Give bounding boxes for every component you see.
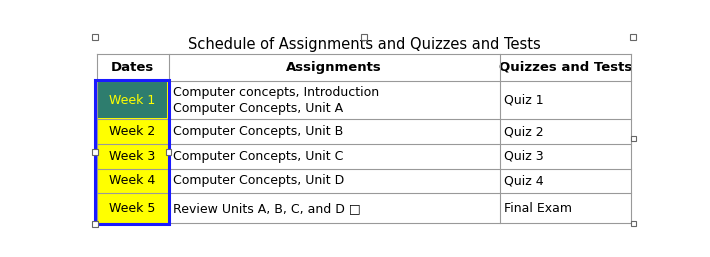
Bar xyxy=(631,136,636,141)
Bar xyxy=(92,222,98,227)
Bar xyxy=(168,120,500,144)
Bar xyxy=(361,34,366,40)
Text: Week 3: Week 3 xyxy=(109,150,155,163)
Text: Week 5: Week 5 xyxy=(109,202,155,215)
Text: Week 1: Week 1 xyxy=(109,94,155,107)
Bar xyxy=(97,169,168,193)
Text: Schedule of Assignments and Quizzes and Tests: Schedule of Assignments and Quizzes and … xyxy=(187,37,540,52)
Text: Computer Concepts, Unit B: Computer Concepts, Unit B xyxy=(173,125,344,138)
Bar xyxy=(168,193,500,223)
Bar xyxy=(97,193,168,223)
Bar xyxy=(92,149,98,155)
Text: Quiz 4: Quiz 4 xyxy=(504,175,544,188)
Text: Assignments: Assignments xyxy=(286,61,382,74)
Bar xyxy=(500,120,631,144)
Bar xyxy=(166,149,171,155)
Bar xyxy=(630,34,635,40)
Bar xyxy=(500,169,631,193)
Text: Quizzes and Tests: Quizzes and Tests xyxy=(498,61,632,74)
Text: Quiz 3: Quiz 3 xyxy=(504,150,544,163)
Bar xyxy=(97,81,168,120)
Bar xyxy=(92,34,98,40)
Text: Computer Concepts, Unit C: Computer Concepts, Unit C xyxy=(173,150,344,163)
Text: Final Exam: Final Exam xyxy=(504,202,572,215)
Text: Dates: Dates xyxy=(111,61,154,74)
Bar xyxy=(500,81,631,120)
Bar xyxy=(168,169,500,193)
Bar xyxy=(500,193,631,223)
Text: Computer concepts, Introduction
Computer Concepts, Unit A: Computer concepts, Introduction Computer… xyxy=(173,86,379,115)
Text: Week 2: Week 2 xyxy=(109,125,155,138)
Bar xyxy=(631,221,636,226)
Bar xyxy=(95,80,170,224)
Bar xyxy=(97,144,168,169)
Bar xyxy=(168,81,500,120)
Bar xyxy=(97,54,631,223)
Text: Review Units A, B, C, and D □: Review Units A, B, C, and D □ xyxy=(173,202,361,215)
Text: Quiz 2: Quiz 2 xyxy=(504,125,544,138)
Text: Computer Concepts, Unit D: Computer Concepts, Unit D xyxy=(173,175,344,188)
Bar xyxy=(98,82,167,118)
Bar xyxy=(97,120,168,144)
Text: Week 4: Week 4 xyxy=(109,175,155,188)
Text: Quiz 1: Quiz 1 xyxy=(504,94,544,107)
Bar xyxy=(500,144,631,169)
Bar xyxy=(168,144,500,169)
Bar xyxy=(97,54,631,81)
